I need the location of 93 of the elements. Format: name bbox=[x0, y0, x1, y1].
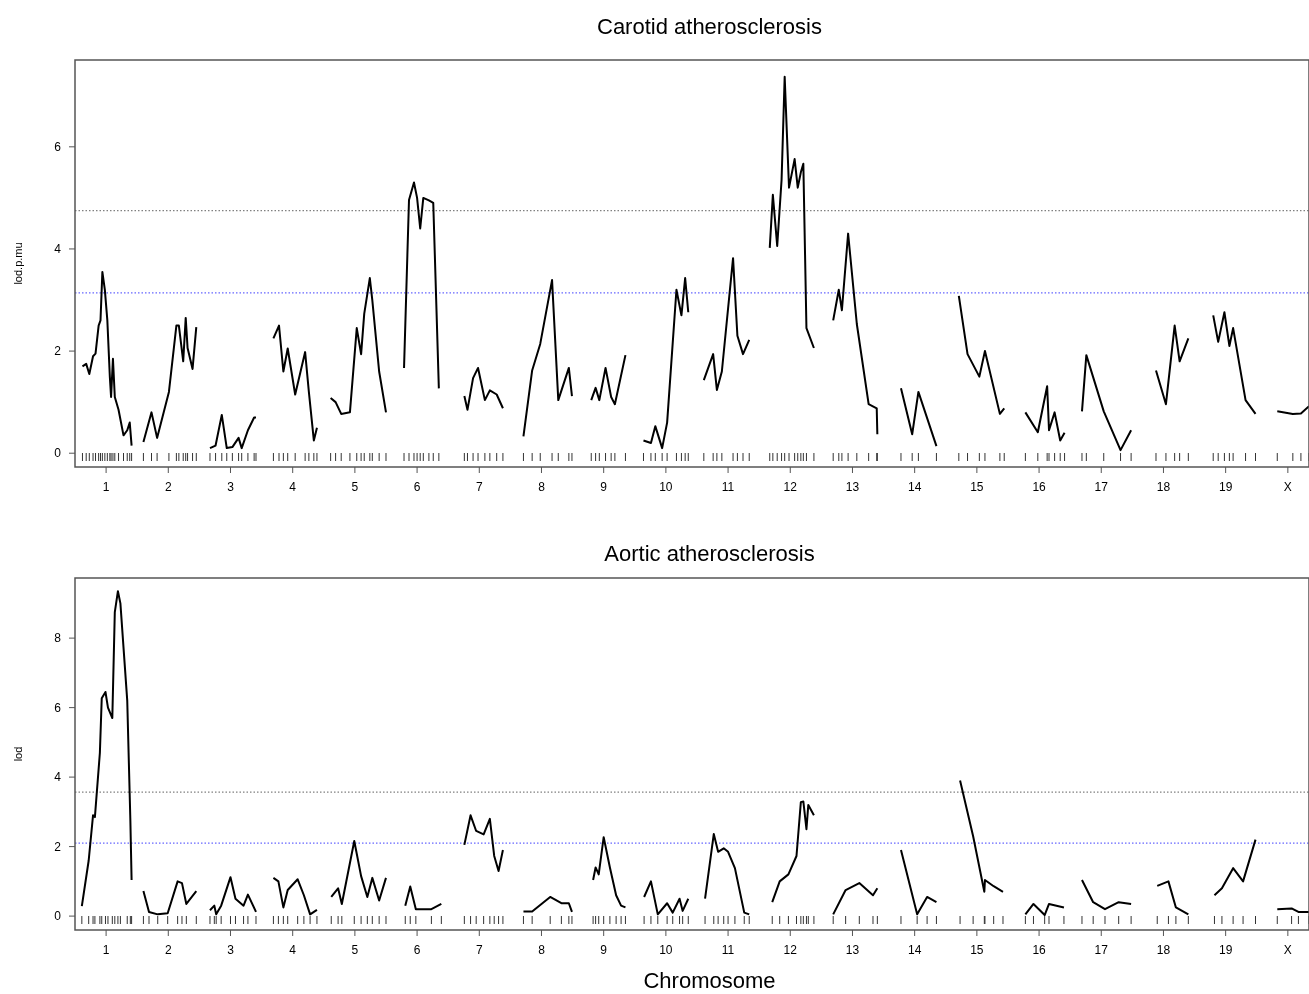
line-series bbox=[272, 324, 318, 442]
line-series bbox=[1024, 902, 1065, 917]
line-series bbox=[899, 387, 938, 448]
x-tick-label: 14 bbox=[907, 943, 922, 957]
line-series bbox=[702, 257, 751, 391]
line-series bbox=[1024, 385, 1066, 442]
y-axis-title: lod.p.mu bbox=[12, 242, 24, 285]
x-tick-label: 7 bbox=[475, 480, 483, 494]
line-series bbox=[1080, 878, 1133, 911]
x-tick-label: 6 bbox=[413, 480, 421, 494]
x-tick-label: X bbox=[1283, 943, 1292, 957]
line-series bbox=[208, 413, 257, 450]
x-tick-label: 10 bbox=[659, 943, 673, 957]
x-tick-label: 11 bbox=[721, 480, 735, 494]
x-tick-label: 15 bbox=[970, 943, 984, 957]
line-series bbox=[142, 316, 198, 443]
x-tick-label: 2 bbox=[164, 943, 172, 957]
chart-title: Carotid atherosclerosis bbox=[597, 14, 822, 39]
y-tick-label: 2 bbox=[54, 344, 62, 359]
line-series bbox=[592, 836, 627, 909]
line-series bbox=[329, 277, 387, 415]
line-series bbox=[771, 800, 815, 904]
line-series bbox=[642, 277, 690, 450]
y-tick-label: 6 bbox=[54, 700, 62, 715]
y-tick-label: 4 bbox=[54, 770, 62, 785]
x-tick-label: 7 bbox=[475, 943, 483, 957]
y-axis-title: lod bbox=[12, 746, 24, 762]
x-tick-label: 1 bbox=[102, 480, 110, 494]
x-tick-label: 8 bbox=[538, 943, 546, 957]
x-axis-title: Chromosome bbox=[643, 968, 776, 993]
line-series bbox=[957, 294, 1006, 415]
x-tick-label: 13 bbox=[845, 943, 860, 957]
x-tick-label: 18 bbox=[1156, 480, 1171, 494]
x-tick-label: 9 bbox=[600, 943, 608, 957]
x-tick-label: 2 bbox=[164, 480, 172, 494]
x-tick-label: 12 bbox=[783, 480, 798, 494]
x-tick-label: 11 bbox=[721, 943, 735, 957]
line-series bbox=[522, 279, 573, 438]
line-series bbox=[832, 882, 879, 916]
y-tick-label: 4 bbox=[54, 242, 62, 257]
line-series bbox=[272, 876, 318, 916]
line-series bbox=[1080, 354, 1133, 452]
line-series bbox=[403, 181, 440, 390]
line-series bbox=[1154, 324, 1190, 406]
line-series bbox=[404, 885, 443, 911]
line-series bbox=[768, 75, 815, 350]
x-tick-label: 17 bbox=[1094, 943, 1109, 957]
x-tick-label: 4 bbox=[289, 480, 297, 494]
line-series bbox=[1213, 838, 1257, 897]
line-series bbox=[1156, 880, 1190, 916]
x-tick-label: 19 bbox=[1218, 943, 1233, 957]
line-series bbox=[208, 876, 257, 916]
line-series bbox=[463, 366, 504, 411]
line-series bbox=[522, 895, 573, 913]
line-series bbox=[643, 880, 690, 916]
x-tick-label: 5 bbox=[351, 943, 359, 957]
line-series bbox=[81, 270, 133, 447]
y-tick-label: 0 bbox=[54, 909, 62, 924]
x-tick-label: 17 bbox=[1094, 480, 1109, 494]
line-series bbox=[899, 849, 938, 916]
y-tick-label: 0 bbox=[54, 446, 62, 461]
x-tick-label: X bbox=[1283, 480, 1292, 494]
x-tick-label: 1 bbox=[102, 943, 110, 957]
x-tick-label: 6 bbox=[413, 943, 421, 957]
x-tick-label: 13 bbox=[845, 480, 860, 494]
line-series bbox=[704, 833, 751, 916]
x-tick-label: 16 bbox=[1032, 943, 1047, 957]
x-tick-label: 3 bbox=[227, 943, 235, 957]
line-series bbox=[832, 232, 879, 436]
x-tick-label: 10 bbox=[659, 480, 673, 494]
x-tick-label: 15 bbox=[970, 480, 984, 494]
line-series bbox=[1276, 405, 1309, 415]
x-tick-label: 9 bbox=[600, 480, 608, 494]
x-tick-label: 16 bbox=[1032, 480, 1047, 494]
x-tick-label: 18 bbox=[1156, 943, 1171, 957]
x-tick-label: 12 bbox=[783, 943, 798, 957]
chart-title: Aortic atherosclerosis bbox=[604, 541, 815, 566]
x-tick-label: 8 bbox=[538, 480, 546, 494]
x-tick-label: 19 bbox=[1218, 480, 1233, 494]
x-tick-label: 3 bbox=[227, 480, 235, 494]
line-series bbox=[463, 814, 504, 872]
line-series bbox=[959, 779, 1004, 893]
x-tick-label: 4 bbox=[289, 943, 297, 957]
y-tick-label: 6 bbox=[54, 140, 62, 155]
line-series bbox=[590, 354, 627, 406]
line-series bbox=[80, 590, 133, 908]
x-tick-label: 5 bbox=[351, 480, 359, 494]
y-tick-label: 8 bbox=[54, 631, 62, 646]
line-series bbox=[1212, 311, 1257, 415]
x-tick-label: 14 bbox=[907, 480, 922, 494]
line-series bbox=[142, 880, 198, 916]
y-tick-label: 2 bbox=[54, 839, 62, 854]
line-series bbox=[330, 840, 387, 905]
